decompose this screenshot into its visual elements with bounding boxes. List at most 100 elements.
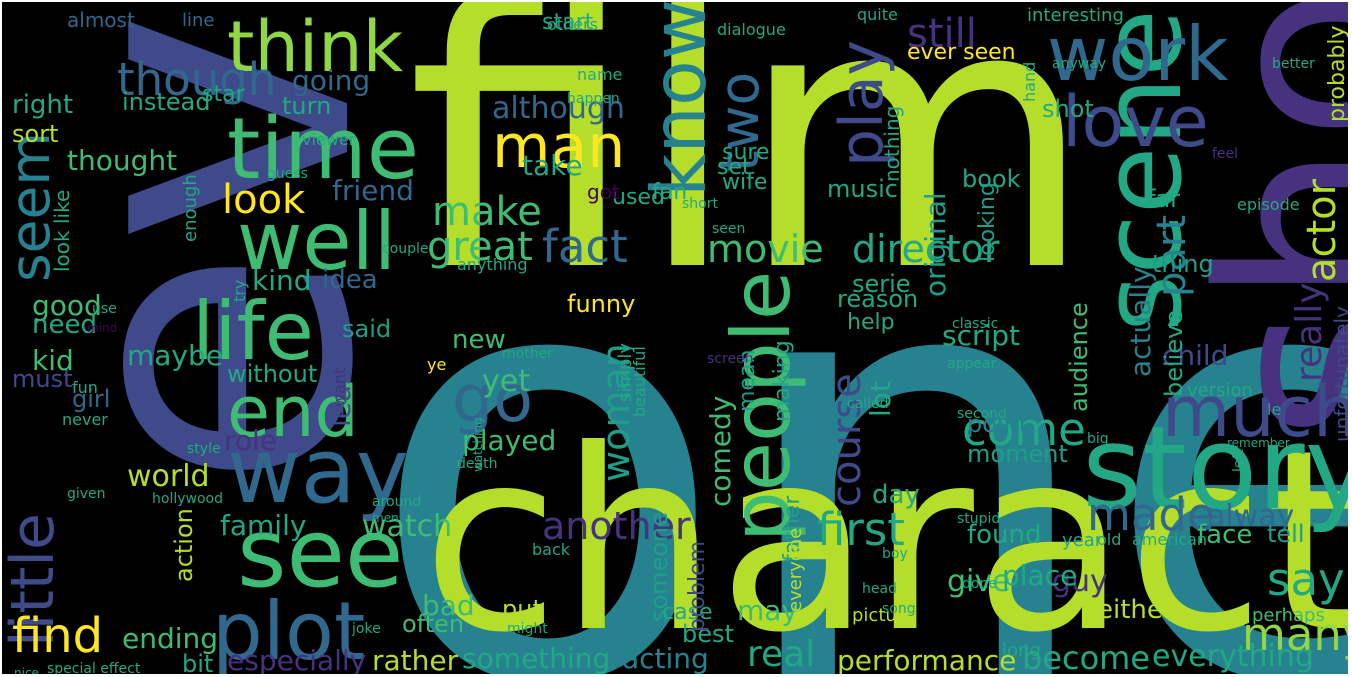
- word-love: love: [1062, 81, 1209, 163]
- word-say: say: [1267, 553, 1345, 606]
- word-happen: happen: [567, 91, 620, 107]
- word-come: come: [962, 403, 1086, 456]
- word-end: end: [227, 371, 359, 453]
- word-everything: everything: [1152, 639, 1314, 674]
- word-bit: bit: [182, 650, 214, 674]
- word-le: le: [1267, 400, 1282, 419]
- word-although: although: [492, 91, 625, 126]
- word-death: death: [457, 456, 498, 472]
- word-star: star: [202, 82, 245, 107]
- word-got: got: [587, 180, 620, 204]
- word-director: director: [852, 227, 1000, 271]
- word-played: played: [462, 424, 557, 457]
- word-yet: yet: [482, 364, 530, 399]
- word-feel: feel: [1212, 146, 1239, 162]
- word-american: american: [1132, 530, 1207, 549]
- word-second: second: [957, 406, 1007, 422]
- word-take: take: [522, 149, 583, 182]
- word-mother: mother: [502, 346, 553, 362]
- word-man: man: [492, 112, 626, 182]
- word-much: much: [1162, 371, 1348, 453]
- word-put: put: [502, 595, 542, 623]
- word-though: though: [117, 53, 277, 106]
- word-boy: boy: [882, 546, 908, 562]
- word-maybe: maybe: [127, 339, 224, 372]
- word-enough: enough: [180, 174, 201, 242]
- word-look-like: look like: [50, 189, 74, 272]
- word-hand: hand: [1020, 61, 1039, 102]
- word-head: head: [862, 581, 897, 597]
- word-nothing: nothing: [880, 105, 904, 182]
- word-special-effect: special effect: [47, 661, 141, 674]
- word-acting: acting: [622, 642, 709, 674]
- word-alway: alway: [1207, 499, 1295, 534]
- word-tell: tell: [1267, 520, 1305, 548]
- word-right: right: [12, 90, 74, 120]
- word-first: first: [817, 503, 905, 556]
- word-big: big: [1087, 431, 1109, 447]
- word-fun: fun: [72, 378, 98, 397]
- word-called: called: [847, 396, 889, 412]
- word-mind: mind: [87, 321, 118, 335]
- word-going: going: [292, 64, 371, 97]
- word-must: must: [12, 365, 73, 393]
- word-wife: wife: [722, 170, 768, 195]
- word-girl: girl: [72, 385, 111, 413]
- word-bad: bad: [422, 589, 475, 622]
- word-old: old: [1097, 530, 1122, 549]
- word-plot: plot: [212, 585, 366, 674]
- word-great: great: [427, 224, 533, 270]
- word-song: song: [882, 601, 916, 617]
- word-fact: fact: [542, 220, 628, 273]
- word-used: used: [612, 185, 665, 210]
- word-around: around: [372, 494, 422, 510]
- word-believe: believe: [1160, 309, 1188, 397]
- word-might: might: [507, 621, 548, 637]
- word-hollywood: hollywood: [152, 491, 223, 507]
- word-dialogue: dialogue: [717, 20, 786, 39]
- word-need: need: [32, 310, 97, 340]
- word-looking: looking: [975, 182, 1000, 262]
- word-sort: sort: [12, 120, 59, 148]
- word-others: others: [547, 15, 598, 34]
- word-unfortunately: unfortunately: [1330, 306, 1348, 442]
- word-watching: watching: [471, 417, 485, 472]
- word-work: work: [1047, 10, 1229, 98]
- word-story: story: [1082, 402, 1348, 536]
- word-instead: instead: [122, 88, 211, 116]
- word-become: become: [1022, 639, 1151, 674]
- word-fan: fan: [652, 180, 688, 205]
- word-joke: joke: [352, 621, 381, 637]
- word-everyone: everyone: [785, 527, 806, 612]
- word-original: original: [919, 192, 952, 297]
- word-see: see: [237, 499, 404, 609]
- word-script: script: [942, 319, 1021, 352]
- word-give: give: [947, 564, 1011, 599]
- word-think: think: [227, 6, 404, 88]
- word-anything: anything: [457, 255, 528, 274]
- word-world: world: [127, 459, 210, 494]
- word-rather: rather: [372, 644, 459, 675]
- word-back: back: [532, 540, 571, 559]
- word-go: go: [452, 362, 534, 437]
- word-life: life: [192, 285, 314, 378]
- word-idea: idea: [322, 265, 378, 295]
- word-done: done: [962, 576, 997, 592]
- word-performance: performance: [837, 644, 1017, 675]
- word-family: family: [220, 509, 307, 542]
- word-perhaps: perhaps: [1252, 605, 1325, 626]
- word-screen: screen: [707, 351, 754, 367]
- word-version: version: [1187, 380, 1253, 401]
- word-may: may: [737, 594, 799, 627]
- word-nice: nice: [14, 666, 39, 674]
- word-ye: ye: [427, 355, 447, 374]
- word-kid: kid: [32, 344, 74, 377]
- word-face: face: [1197, 520, 1253, 550]
- word-film: film: [407, 2, 1094, 352]
- word-problem: problem: [685, 540, 710, 632]
- word-something: something: [462, 642, 611, 674]
- word-probably: probably: [1325, 25, 1348, 122]
- word-appear: appear: [947, 356, 997, 372]
- word-quite: quite: [857, 5, 898, 24]
- word-case: case: [662, 600, 713, 625]
